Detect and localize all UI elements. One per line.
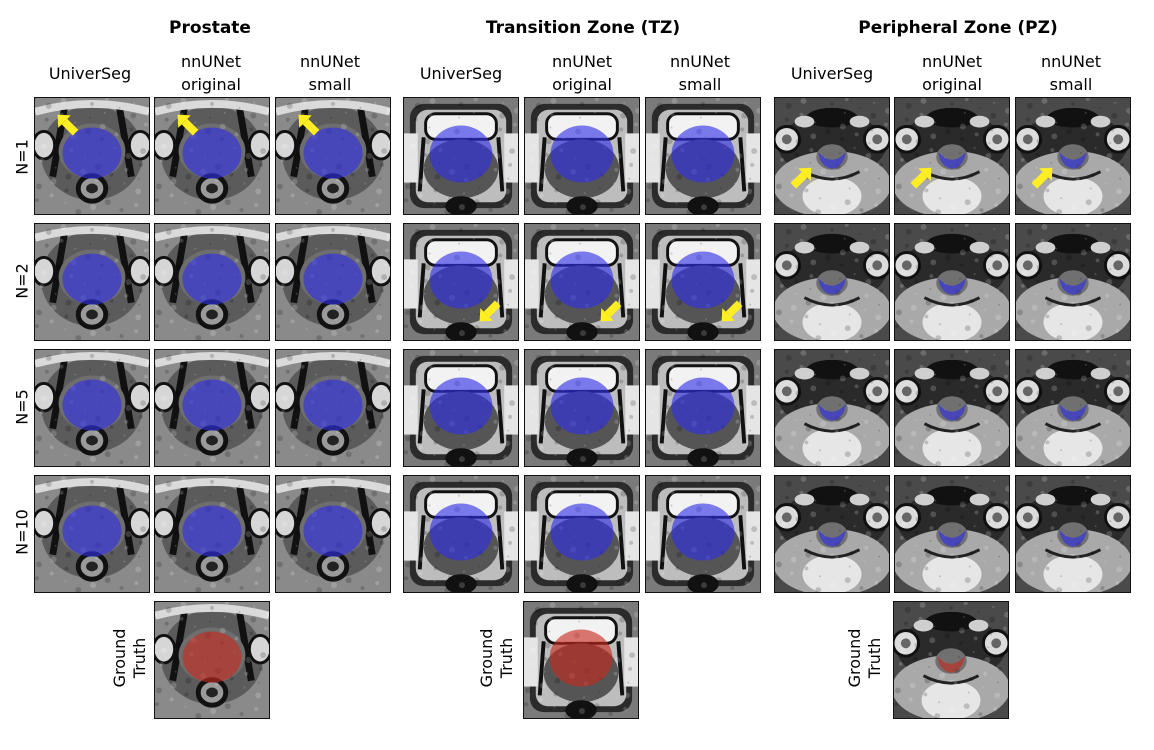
panel-prostate-n1-nnunet-small (275, 97, 391, 215)
panel-pz-n10-universeg (774, 475, 890, 593)
panel-tz-n2-nnunet-small (645, 223, 761, 341)
row-label-n10: N=10 (12, 509, 32, 555)
panel-prostate-n5-universeg (34, 349, 150, 467)
col-label-prostate-nnunet-original: nnUNet original (180, 52, 242, 94)
panel-prostate-n2-nnunet-original (154, 223, 270, 341)
panel-prostate-n1-nnunet-original (154, 97, 270, 215)
panel-tz-n5-nnunet-original (524, 349, 640, 467)
col-label-tz-universeg: UniverSeg (419, 64, 503, 83)
panel-tz-n10-nnunet-original (524, 475, 640, 593)
panel-prostate-ground-truth (154, 601, 270, 719)
panel-pz-n5-nnunet-original (894, 349, 1010, 467)
panel-pz-n2-universeg (774, 223, 890, 341)
panel-pz-n1-nnunet-original (894, 97, 1010, 215)
panel-pz-n5-universeg (774, 349, 890, 467)
panel-pz-n2-nnunet-original (894, 223, 1010, 341)
panel-tz-n1-universeg (403, 97, 519, 215)
gt-label-tz: Ground Truth (477, 628, 516, 688)
col-label-pz-nnunet-small: nnUNet small (1040, 52, 1102, 94)
col-label-tz-nnunet-original: nnUNet original (551, 52, 613, 94)
panel-tz-n1-nnunet-original (524, 97, 640, 215)
panel-tz-n1-nnunet-small (645, 97, 761, 215)
panel-tz-n2-nnunet-original (524, 223, 640, 341)
panel-prostate-n1-universeg (34, 97, 150, 215)
panel-tz-n10-universeg (403, 475, 519, 593)
row-label-n5: N=5 (12, 389, 32, 425)
panel-tz-n5-nnunet-small (645, 349, 761, 467)
panel-prostate-n10-nnunet-original (154, 475, 270, 593)
panel-prostate-n2-universeg (34, 223, 150, 341)
panel-pz-n2-nnunet-small (1015, 223, 1131, 341)
panel-tz-n10-nnunet-small (645, 475, 761, 593)
group-title-pz: Peripheral Zone (PZ) (858, 18, 1058, 38)
col-label-pz-nnunet-original: nnUNet original (921, 52, 983, 94)
col-label-prostate-nnunet-small: nnUNet small (299, 52, 361, 94)
group-title-prostate: Prostate (169, 18, 251, 38)
panel-prostate-n10-universeg (34, 475, 150, 593)
panel-pz-n1-universeg (774, 97, 890, 215)
panel-prostate-n5-nnunet-small (275, 349, 391, 467)
panel-prostate-n5-nnunet-original (154, 349, 270, 467)
panel-pz-n5-nnunet-small (1015, 349, 1131, 467)
panel-tz-ground-truth (523, 601, 639, 719)
panel-tz-n2-universeg (403, 223, 519, 341)
row-label-n2: N=2 (12, 263, 32, 299)
panel-pz-n10-nnunet-small (1015, 475, 1131, 593)
gt-label-prostate: Ground Truth (110, 628, 149, 688)
row-label-n1: N=1 (12, 139, 32, 175)
col-label-pz-universeg: UniverSeg (790, 64, 874, 83)
panel-prostate-n10-nnunet-small (275, 475, 391, 593)
gt-label-pz: Ground Truth (845, 628, 884, 688)
col-label-prostate-universeg: UniverSeg (48, 64, 132, 83)
panel-pz-ground-truth (893, 601, 1009, 719)
panel-pz-n10-nnunet-original (894, 475, 1010, 593)
col-label-tz-nnunet-small: nnUNet small (669, 52, 731, 94)
panel-tz-n5-universeg (403, 349, 519, 467)
panel-prostate-n2-nnunet-small (275, 223, 391, 341)
panel-pz-n1-nnunet-small (1015, 97, 1131, 215)
group-title-tz: Transition Zone (TZ) (485, 18, 681, 38)
